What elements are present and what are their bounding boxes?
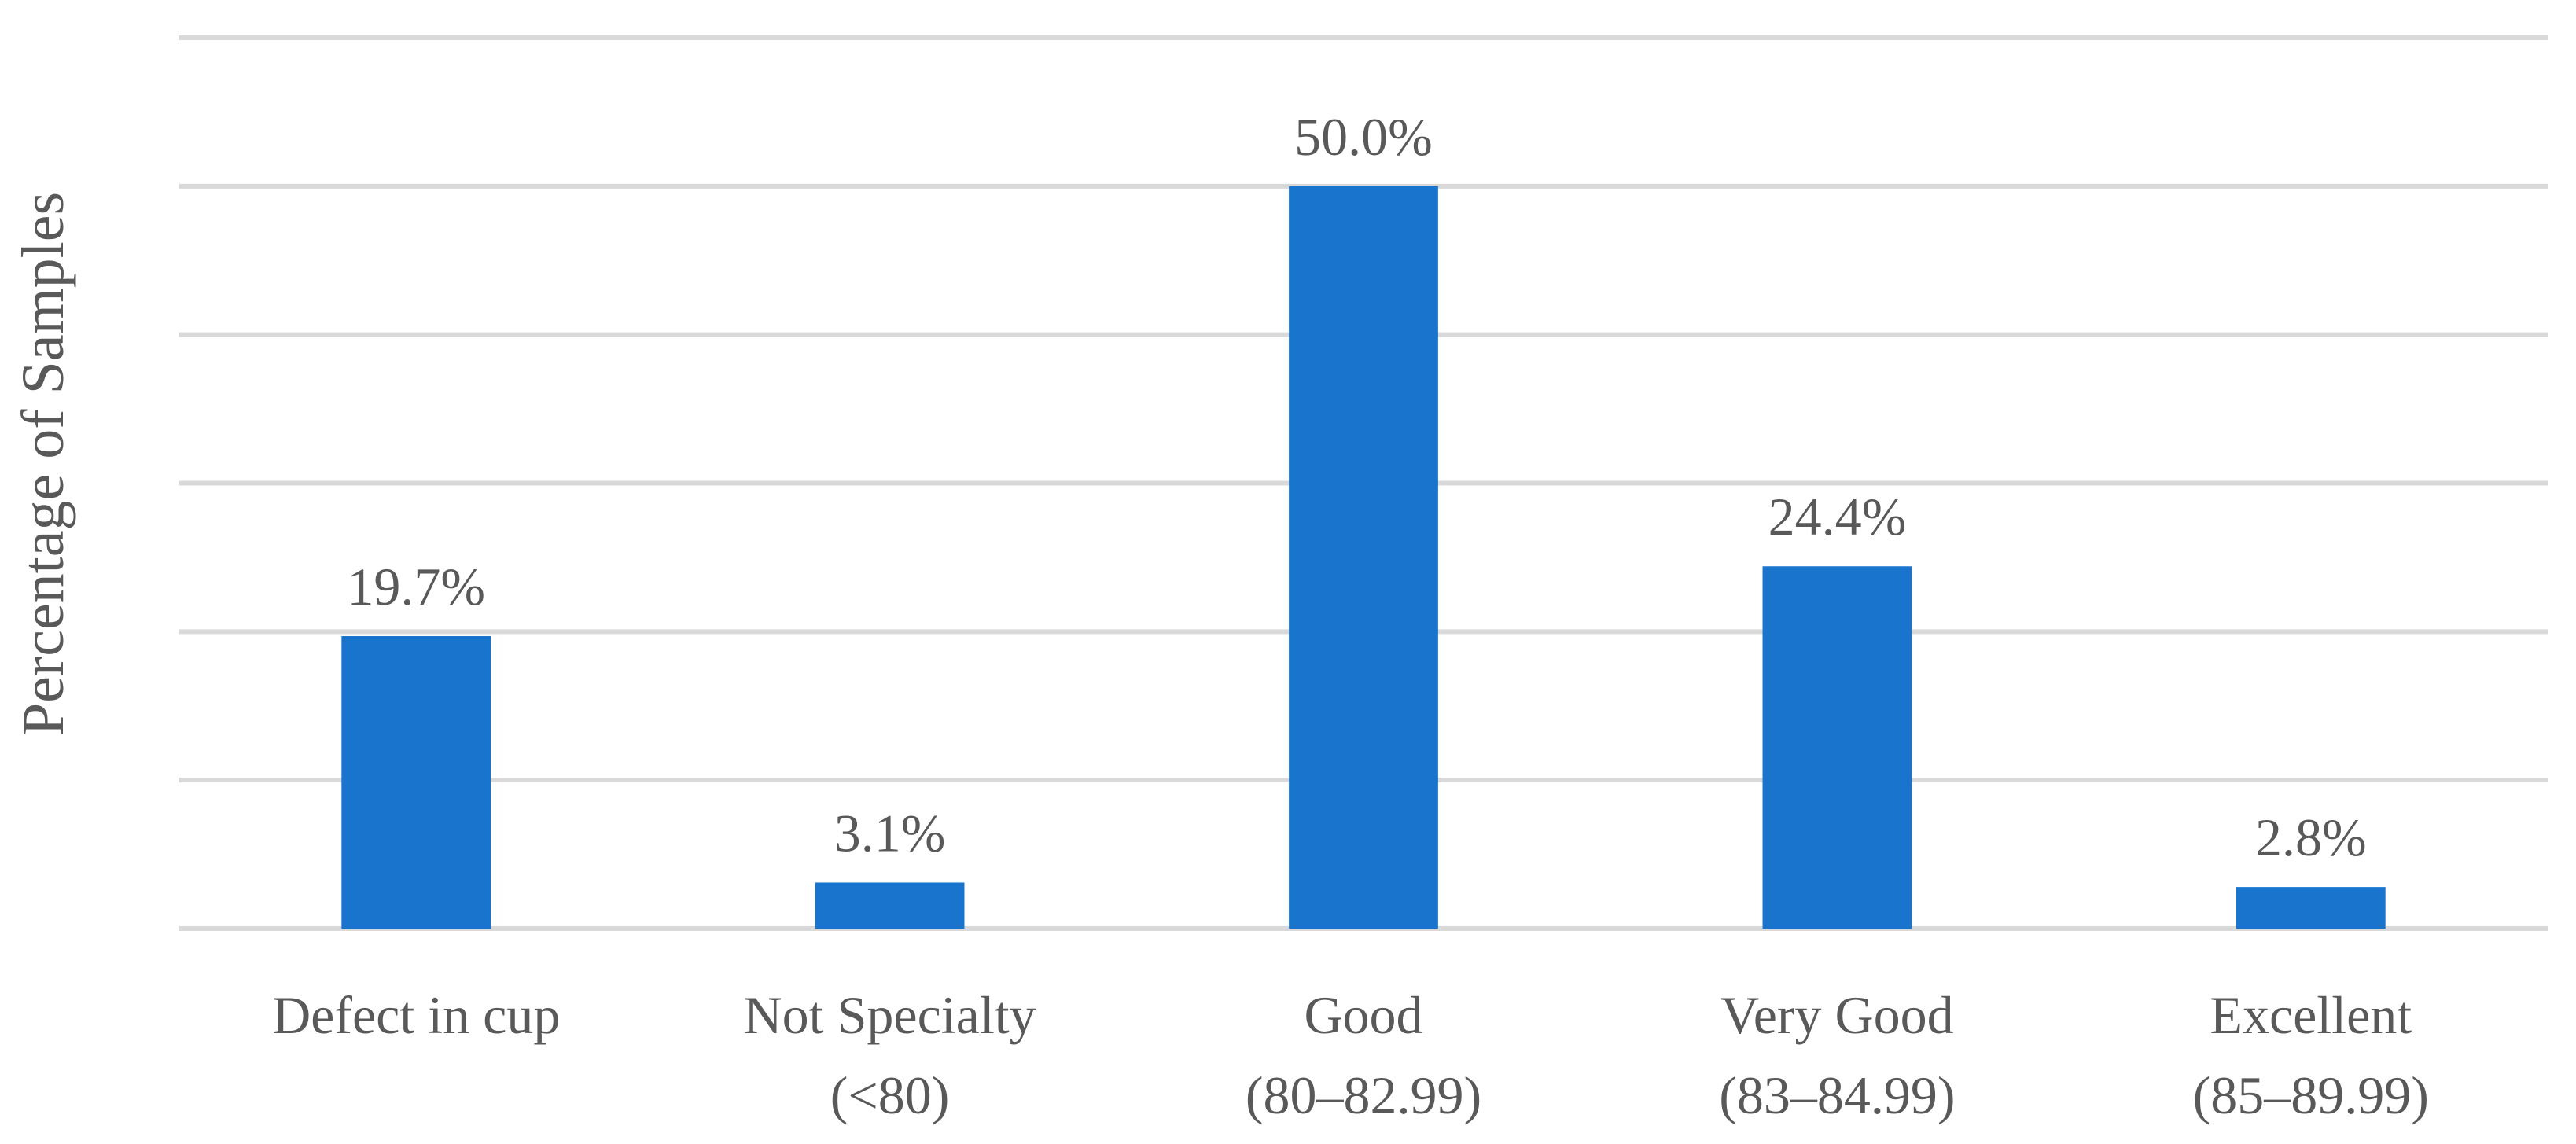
- category-tick-labels: Defect in cup Not Specialty (<80) Good (80–8…: [272, 985, 2429, 1125]
- data-label-0: 19.7%: [347, 557, 485, 616]
- x-tick-label-4-line-1: (85–89.99): [2193, 1065, 2429, 1125]
- x-tick-label-2-line-0: Good: [1304, 985, 1422, 1045]
- x-tick-label-3-line-1: (83–84.99): [1719, 1065, 1955, 1125]
- x-tick-label-3-line-0: Very Good: [1720, 985, 1954, 1045]
- bar-0: [341, 635, 491, 929]
- bars: [341, 186, 2386, 929]
- data-labels: 19.7% 3.1% 50.0% 24.4% 2.8%: [347, 107, 2366, 867]
- y-axis-title: Percentage of Samples: [10, 192, 76, 736]
- x-tick-label-2-line-1: (80–82.99): [1246, 1065, 1481, 1125]
- data-label-4: 2.8%: [2255, 807, 2367, 867]
- x-tick-label-2: Good (80–82.99): [1246, 985, 1481, 1125]
- bar-1: [815, 882, 965, 929]
- x-tick-label-4-line-0: Excellent: [2210, 985, 2412, 1045]
- bar-2: [1289, 186, 1438, 929]
- x-tick-label-1-line-1: (<80): [830, 1065, 950, 1125]
- bar-4: [2236, 887, 2386, 929]
- x-tick-label-1: Not Specialty (<80): [744, 985, 1036, 1125]
- data-label-3: 24.4%: [1768, 487, 1907, 546]
- x-tick-label-0: Defect in cup: [272, 985, 560, 1045]
- data-label-1: 3.1%: [834, 803, 946, 863]
- x-tick-label-1-line-0: Not Specialty: [744, 985, 1036, 1045]
- x-tick-label-4: Excellent (85–89.99): [2193, 985, 2429, 1125]
- bar-3: [1762, 566, 1912, 929]
- data-label-2: 50.0%: [1294, 107, 1433, 167]
- x-tick-label-0-line-0: Defect in cup: [272, 985, 560, 1045]
- x-tick-label-3: Very Good (83–84.99): [1719, 985, 1955, 1125]
